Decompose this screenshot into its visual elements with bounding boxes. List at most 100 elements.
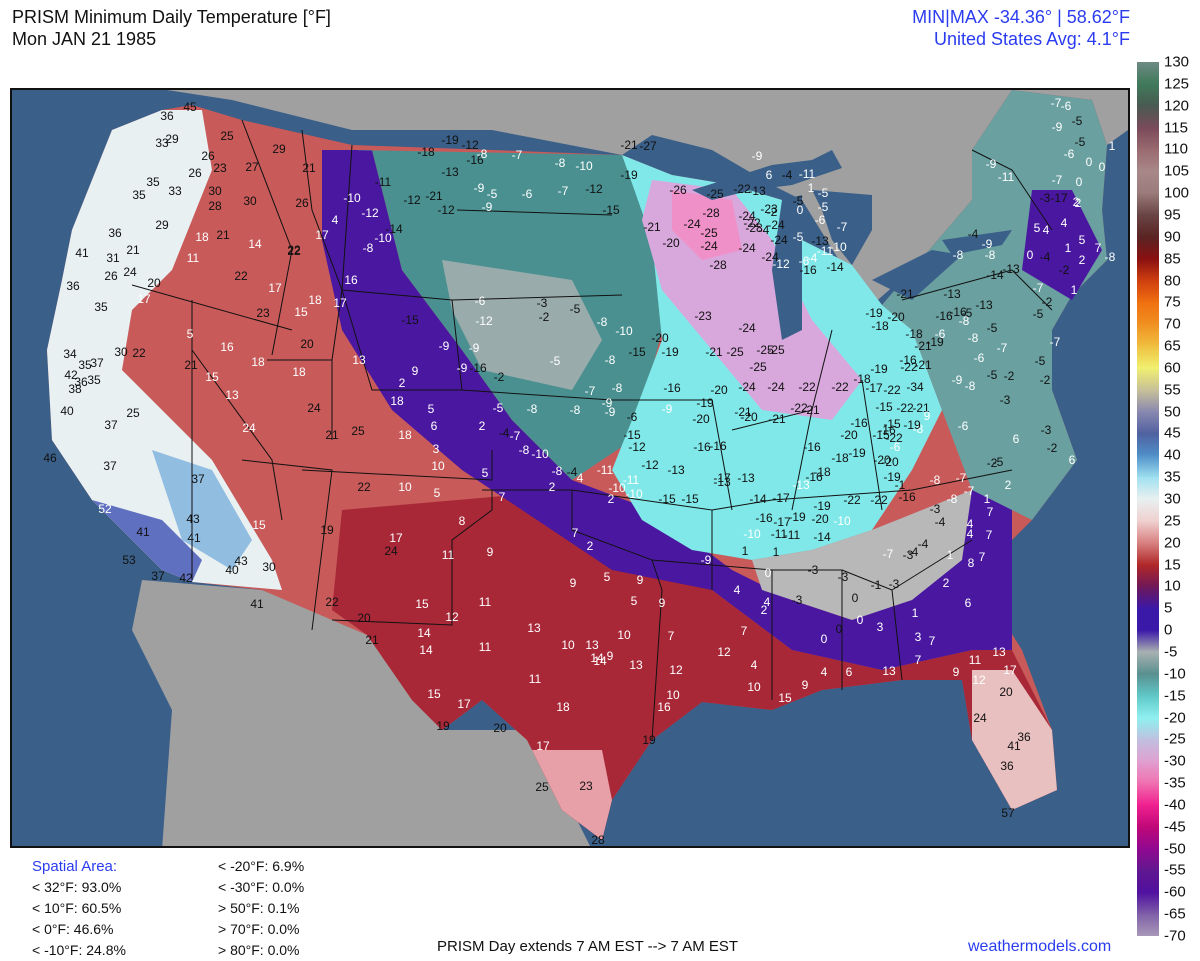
- colorbar-segment: [1137, 804, 1159, 828]
- station-temperature-label: 25: [220, 129, 234, 143]
- station-temperature-label: -4: [907, 545, 919, 559]
- station-temperature-label: 1: [1108, 139, 1116, 153]
- prism-day-note: PRISM Day extends 7 AM EST --> 7 AM EST: [437, 938, 739, 955]
- station-temperature-label: 2: [398, 376, 406, 390]
- station-temperature-label: 9: [801, 678, 809, 692]
- station-temperature-label: 34: [63, 347, 77, 361]
- station-temperature-label: 19: [642, 733, 656, 747]
- station-temperature-label: 9: [606, 649, 614, 663]
- colorbar-segment: [1137, 324, 1159, 347]
- station-temperature-label: -22: [798, 380, 816, 394]
- colorbar-tick-label: 40: [1164, 446, 1181, 464]
- colorbar-segment: [1137, 477, 1159, 500]
- station-temperature-label: 20: [357, 611, 371, 625]
- station-temperature-label: -12: [403, 193, 421, 207]
- station-temperature-label: -20: [692, 412, 710, 426]
- station-temperature-label: 11: [968, 653, 982, 667]
- station-temperature-label: -21: [914, 358, 932, 372]
- station-temperature-label: 3: [876, 620, 884, 634]
- colorbar-tick-label: 130: [1164, 53, 1190, 71]
- station-temperature-label: 1: [911, 606, 919, 620]
- source-link[interactable]: weathermodels.com: [968, 938, 1112, 955]
- station-temperature-label: -18: [853, 372, 871, 386]
- station-temperature-label: -21: [425, 189, 443, 203]
- station-temperature-label: 1: [741, 544, 749, 558]
- station-temperature-label: -8: [476, 147, 488, 161]
- stat-lt0: < 0°F: 46.6%: [32, 921, 114, 937]
- station-temperature-label: -2: [1039, 373, 1051, 387]
- station-temperature-label: -9: [456, 361, 468, 375]
- station-temperature-label: 2: [1072, 195, 1080, 209]
- station-temperature-label: 35: [78, 358, 92, 372]
- station-temperature-label: -26: [669, 183, 687, 197]
- colorbar-tick-label: 65: [1164, 337, 1181, 355]
- stat-gt70: > 70°F: 0.0%: [218, 921, 300, 937]
- station-temperature-label: -2: [766, 205, 778, 219]
- colorbar-tick-label: 55: [1164, 381, 1181, 399]
- colorbar-tick-label: 115: [1164, 119, 1188, 137]
- station-temperature-label: -7: [1051, 173, 1063, 187]
- station-temperature-label: 22: [234, 269, 248, 283]
- station-temperature-label: -21: [802, 403, 820, 417]
- station-temperature-label: -5: [1071, 114, 1083, 128]
- station-temperature-label: 5: [630, 594, 638, 608]
- station-temperature-label: 37: [151, 569, 165, 583]
- station-temperature-label: 10: [747, 680, 761, 694]
- station-temperature-label: 17: [268, 281, 282, 295]
- station-temperature-label: -11: [798, 167, 816, 181]
- station-temperature-label: -12: [585, 182, 603, 196]
- station-temperature-label: -3: [791, 593, 803, 607]
- station-temperature-label: 13: [629, 658, 643, 672]
- station-temperature-label: 10: [561, 638, 575, 652]
- station-temperature-label: 23: [579, 779, 593, 793]
- station-temperature-label: 21: [365, 633, 379, 647]
- station-temperature-label: -8: [596, 315, 608, 329]
- station-temperature-label: -3: [1039, 191, 1051, 205]
- station-temperature-label: -8: [912, 422, 924, 436]
- station-temperature-label: -16: [805, 470, 823, 484]
- station-temperature-label: -15: [883, 417, 901, 431]
- station-temperature-label: -16: [935, 309, 953, 323]
- station-temperature-label: 24: [307, 401, 321, 415]
- station-temperature-label: -24: [761, 250, 779, 264]
- station-temperature-label: -8: [929, 473, 941, 487]
- station-temperature-label: -5: [986, 368, 998, 382]
- station-temperature-label: 5: [427, 402, 435, 416]
- station-temperature-label: -22: [733, 182, 751, 196]
- station-temperature-label: 1: [1064, 241, 1072, 255]
- station-temperature-label: -4: [758, 223, 770, 237]
- station-temperature-label: 15: [778, 691, 792, 705]
- station-temperature-label: 10: [398, 480, 412, 494]
- station-temperature-label: 12: [717, 645, 731, 659]
- station-temperature-label: 19: [436, 719, 450, 733]
- station-temperature-label: -22: [843, 493, 861, 507]
- station-temperature-label: -2: [1046, 441, 1058, 455]
- station-temperature-label: -7: [882, 547, 894, 561]
- colorbar-segment: [1137, 236, 1159, 260]
- station-temperature-label: 13: [882, 664, 896, 678]
- station-temperature-label: -16: [850, 416, 868, 430]
- station-temperature-label: 23: [213, 161, 227, 175]
- station-temperature-label: -8: [554, 156, 566, 170]
- station-temperature-label: 2: [1004, 478, 1012, 492]
- station-temperature-label: 4: [966, 527, 974, 541]
- station-temperature-label: 12: [669, 663, 683, 677]
- station-temperature-label: -12: [628, 440, 646, 454]
- colorbar-tick-label: -35: [1164, 774, 1186, 792]
- station-temperature-label: 42: [179, 571, 193, 585]
- colorbar-segment: [1137, 171, 1159, 194]
- station-temperature-label: 9: [486, 545, 494, 559]
- station-temperature-label: -13: [943, 287, 961, 301]
- station-temperature-label: 0: [764, 566, 772, 580]
- colorbar-segment: [1137, 586, 1159, 609]
- station-temperature-label: -12: [437, 203, 455, 217]
- station-temperature-label: 7: [498, 490, 506, 504]
- station-temperature-label: 43: [186, 512, 200, 526]
- station-temperature-label: -16: [898, 490, 916, 504]
- station-temperature-label: 2: [1078, 253, 1086, 267]
- colorbar-segment: [1137, 914, 1159, 937]
- station-temperature-label: 17: [536, 739, 550, 753]
- colorbar-tick-label: -50: [1164, 840, 1186, 858]
- station-temperature-label: 29: [165, 132, 179, 146]
- station-temperature-label: 36: [74, 375, 88, 389]
